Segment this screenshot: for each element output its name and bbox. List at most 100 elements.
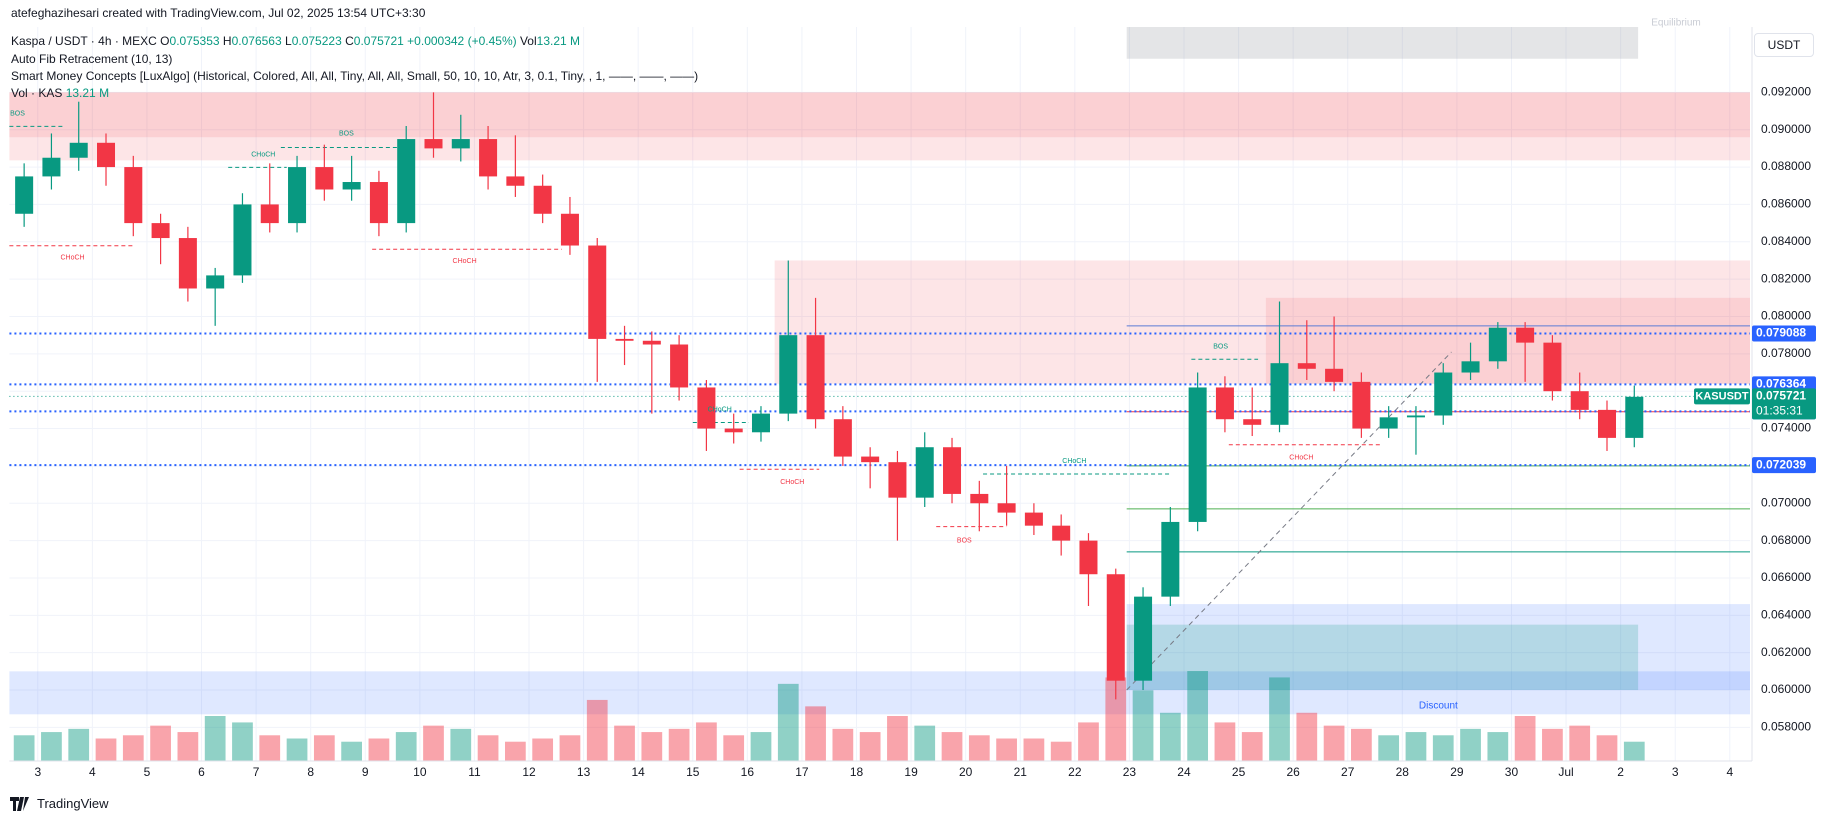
- candle-body: [1188, 387, 1207, 522]
- volume-bar: [477, 735, 499, 761]
- x-tick-label: 19: [904, 765, 918, 779]
- countdown: 01:35:31: [1756, 404, 1803, 418]
- plot-area: Discount BOS BOS CHoCH CHoCH CHoCH CHoCH CHoCH B…: [9, 27, 1750, 761]
- volume-bar: [614, 725, 635, 761]
- vol-prefix: Vol: [519, 34, 537, 48]
- x-tick-label: 16: [741, 765, 755, 779]
- candle-body: [970, 493, 989, 504]
- last-price-tag: [1752, 388, 1816, 420]
- candle-body: [397, 139, 416, 224]
- candle-body: [424, 139, 443, 149]
- candle-body: [1134, 596, 1153, 681]
- y-tick-label: 0.084000: [1761, 234, 1811, 248]
- ohlc-prefix: L: [285, 34, 292, 48]
- candle-body: [697, 387, 716, 429]
- volume-bar: [1050, 741, 1072, 761]
- smc-label: BOS: [10, 110, 25, 117]
- candle-body: [288, 167, 307, 224]
- volume-bar: [668, 728, 690, 761]
- x-tick-label: 4: [89, 765, 96, 779]
- zone: [1126, 604, 1750, 691]
- volume-bar: [1596, 735, 1618, 761]
- volume-bar: [504, 741, 526, 761]
- candle-body: [533, 185, 552, 214]
- volume-bar: [1187, 671, 1209, 761]
- smc-label: BOS: [957, 538, 972, 545]
- volume-bar: [750, 732, 772, 761]
- volume-bar: [777, 683, 799, 761]
- y-tick-label: 0.064000: [1761, 607, 1811, 621]
- volume-bar: [395, 732, 417, 761]
- candle-body: [42, 157, 61, 177]
- y-tick-label: 0.088000: [1761, 159, 1811, 173]
- candle-body: [1106, 574, 1125, 681]
- symbol-tag: [1694, 388, 1750, 405]
- x-tick-label: 17: [795, 765, 809, 779]
- volume-bar: [232, 722, 253, 761]
- volume-bar: [859, 732, 881, 761]
- candle-body: [151, 223, 170, 239]
- candle-body: [1215, 387, 1234, 420]
- y-tick-label: 0.082000: [1761, 271, 1811, 285]
- candle-body: [69, 142, 88, 158]
- candle-body: [315, 167, 334, 190]
- candle-body: [588, 245, 607, 339]
- candle-body: [260, 204, 279, 224]
- volume-bar: [1214, 722, 1236, 761]
- ohlc-prefix: H: [222, 34, 232, 48]
- volume-bar: [641, 732, 663, 761]
- volume-bar: [1023, 738, 1045, 761]
- zone: [9, 671, 1750, 715]
- volume-bar: [996, 738, 1017, 761]
- candle-body: [97, 142, 116, 168]
- volume-bar: [1432, 735, 1454, 761]
- candle-body: [1597, 409, 1617, 438]
- volume-bar: [68, 728, 90, 761]
- zone: [9, 92, 1750, 161]
- candle-body: [1625, 396, 1644, 438]
- zone: [9, 92, 1750, 138]
- y-tick-label: 0.058000: [1761, 720, 1811, 734]
- volume-value: 13.21 M: [65, 86, 110, 100]
- volume-bar: [1623, 741, 1645, 761]
- volume-bar: [150, 725, 171, 761]
- x-tick-label: 3: [34, 765, 41, 779]
- zone: [1126, 624, 1639, 691]
- y-tick-label: 0.060000: [1761, 682, 1811, 696]
- y-tick-label: 0.066000: [1761, 570, 1811, 584]
- volume-bar: [1323, 725, 1345, 761]
- candle-body: [233, 204, 252, 276]
- price-tag: [1752, 457, 1816, 474]
- candle-body: [670, 344, 689, 388]
- x-tick-label: 21: [1014, 765, 1028, 779]
- volume-bar: [177, 732, 199, 761]
- volume-bar: [259, 735, 281, 761]
- volume-bar: [1460, 728, 1481, 761]
- ohlc-prefix: C: [345, 34, 354, 48]
- x-tick-label: 4: [1726, 765, 1733, 779]
- volume-bar: [286, 738, 308, 761]
- smc-label: CHoCH: [453, 258, 477, 265]
- x-tick-label: 29: [1450, 765, 1464, 779]
- y-tick-label: 0.078000: [1761, 346, 1811, 360]
- candle-body: [1297, 363, 1316, 369]
- x-tick-label: 7: [253, 765, 260, 779]
- price-tag-label: 0.079088: [1756, 326, 1806, 340]
- currency-button[interactable]: USDT: [1754, 33, 1814, 57]
- x-tick-label: 11: [468, 765, 481, 779]
- candle-body: [15, 176, 34, 214]
- ohlc-open: 0.075353: [169, 34, 220, 48]
- volume-bar: [1296, 712, 1318, 761]
- x-tick-label: 30: [1505, 765, 1519, 779]
- candle-body: [642, 340, 661, 345]
- candle-body: [124, 167, 143, 224]
- volume-bar: [313, 735, 335, 761]
- volume-bar: [1514, 716, 1536, 761]
- indicator-legend: Smart Money Concepts [LuxAlgo] (Historic…: [11, 69, 699, 83]
- x-tick-label: 6: [198, 765, 205, 779]
- volume-bar: [832, 728, 854, 761]
- symbol-legend: Kaspa / USDT · 4h · MEXC O0.075353 H0.07…: [11, 34, 580, 48]
- candle-body: [1243, 419, 1262, 425]
